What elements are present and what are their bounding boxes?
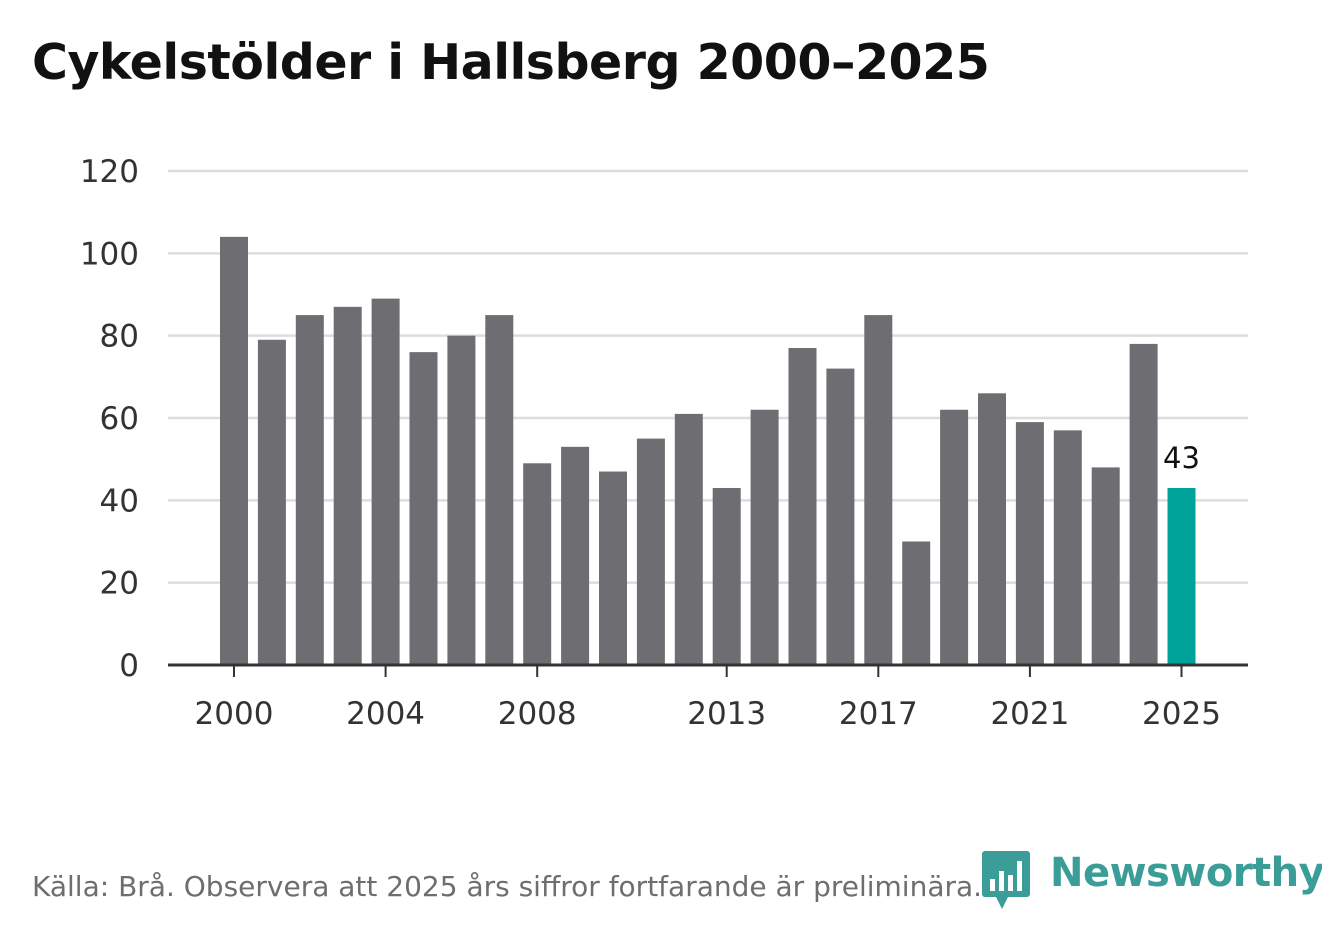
bar-2007 — [485, 315, 514, 665]
y-tick-label: 80 — [100, 319, 139, 355]
y-tick-label: 120 — [80, 154, 139, 190]
x-tick-label: 2017 — [839, 696, 918, 732]
bar-2019 — [940, 409, 969, 665]
newsworthy-brand[interactable]: Newsworthy — [982, 850, 1322, 914]
bar-2012 — [674, 413, 703, 665]
data-labels: 43 — [1160, 438, 1203, 478]
bar-2010 — [599, 471, 627, 665]
bar-2009 — [561, 446, 590, 665]
y-tick-label: 20 — [100, 566, 139, 602]
y-tick-label: 100 — [80, 236, 139, 272]
x-tick-label: 2025 — [1142, 696, 1221, 732]
data-label-2025: 43 — [1163, 441, 1200, 475]
bar-2001 — [257, 339, 286, 665]
bar-2002 — [295, 315, 324, 665]
bar-2016 — [826, 368, 855, 665]
bar-2025 — [1167, 487, 1196, 665]
bar-2014 — [750, 409, 779, 665]
x-tick-label: 2000 — [195, 696, 274, 732]
bar-2017 — [864, 315, 893, 665]
bar-2011 — [636, 438, 665, 665]
bar-2018 — [902, 541, 931, 665]
y-tick-label: 60 — [100, 401, 139, 437]
bar-2004 — [371, 298, 400, 665]
y-tick-label: 40 — [100, 483, 139, 519]
bar-2020 — [978, 393, 1006, 665]
y-tick-label: 0 — [119, 648, 139, 684]
bar-2005 — [409, 352, 438, 665]
bar-2022 — [1053, 430, 1082, 665]
bar-2021 — [1015, 422, 1044, 665]
brand-name: Newsworthy — [1050, 850, 1322, 896]
x-tick-label: 2004 — [346, 696, 425, 732]
x-tick-label: 2008 — [498, 696, 577, 732]
bar-2024 — [1129, 343, 1158, 665]
grid-lines — [168, 169, 1248, 584]
x-tick-label: 2013 — [687, 696, 766, 732]
bar-2000 — [220, 236, 248, 665]
bar-2023 — [1091, 467, 1120, 665]
bars — [220, 236, 1196, 665]
source-note: Källa: Brå. Observera att 2025 års siffr… — [32, 870, 983, 903]
bar-2003 — [333, 306, 362, 665]
x-tick-label: 2021 — [990, 696, 1069, 732]
bar-2013 — [712, 487, 741, 665]
y-axis-tick-labels: 0 20 40 60 80 100 120 — [80, 154, 139, 684]
bar-2015 — [788, 348, 817, 665]
newsworthy-chart-logo-icon — [982, 851, 1030, 909]
bar-2006 — [447, 335, 476, 665]
chart-title: Cykelstölder i Hallsberg 2000–2025 — [32, 34, 990, 91]
x-axis: 2000 2004 2008 2013 2017 2021 2025 — [168, 663, 1248, 732]
bar-2008 — [523, 463, 552, 665]
